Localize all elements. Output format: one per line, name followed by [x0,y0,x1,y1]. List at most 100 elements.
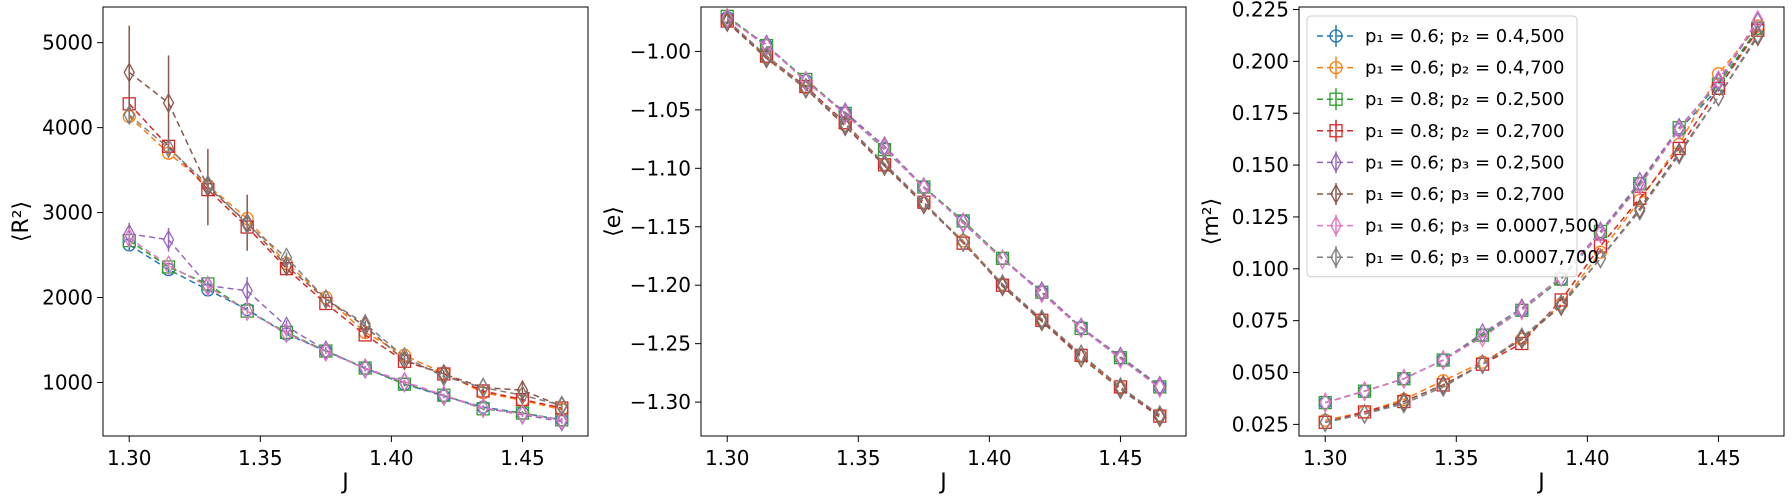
data-point [1634,200,1646,222]
data-point [438,366,450,387]
data-point [760,45,773,67]
data-point [162,137,175,159]
data-point [1398,393,1410,414]
data-point [1673,119,1685,141]
legend-label: p₁ = 0.6; p₃ = 0.0007,500 [1365,216,1599,237]
data-point [359,313,371,335]
data-point [398,371,411,392]
data-point [1752,11,1764,33]
series-4 [122,97,569,415]
data-point [437,388,451,402]
data-point [1113,351,1128,365]
data-point [1594,223,1607,244]
data-point [516,379,529,401]
y-axis-label: ⟨R²⟩ [9,201,34,242]
legend-marker [1329,124,1343,138]
data-point [477,377,489,398]
series-1 [122,238,569,427]
series-5 [721,8,1166,397]
y-tick-label: 0.225 [1232,0,1289,21]
data-point [398,350,411,371]
data-point [1476,326,1489,348]
series-line [1325,19,1759,404]
x-tick-label: 1.45 [500,446,545,470]
series-line [128,103,562,409]
data-point [123,227,135,249]
series-8 [123,104,568,416]
data-point [957,211,969,233]
data-point [1114,346,1127,367]
data-point [760,48,773,69]
data-point [241,300,253,322]
data-point [878,155,891,177]
legend-item: p₁ = 0.6; p₃ = 0.0007,500 [1317,214,1599,237]
data-point [1437,374,1449,396]
data-point [359,316,371,337]
series-line [128,237,562,421]
data-point [1398,391,1410,412]
y-tick-label: 1000 [42,370,93,394]
legend-item: p₁ = 0.8; p₂ = 0.2,500 [1317,88,1564,111]
data-point [956,236,970,250]
series-line [128,116,562,411]
data-point [800,77,812,98]
x-tick-label: 1.45 [1696,446,1741,470]
data-point [1319,411,1331,433]
data-point [202,276,214,297]
data-point [1036,308,1048,330]
data-point [839,115,851,137]
y-tick-label: 0.150 [1232,153,1289,177]
data-point [162,92,175,114]
series-line [726,15,1161,388]
data-point [1036,283,1048,304]
y-tick-label: 0.125 [1232,205,1289,229]
legend-item: p₁ = 0.6; p₃ = 0.2,700 [1317,183,1564,205]
data-point [1516,299,1528,321]
data-point [1035,285,1049,299]
x-tick-label: 1.40 [1565,446,1610,470]
y-tick-label: 2000 [42,286,93,310]
data-point [1114,378,1127,400]
data-point [957,231,969,253]
data-point [1476,322,1489,344]
data-point [1153,380,1167,394]
x-tick-label: 1.40 [369,446,414,470]
legend-label: p₁ = 0.8; p₂ = 0.2,700 [1365,121,1564,142]
data-point [839,101,851,123]
y-tick-label: 0.075 [1232,309,1289,333]
y-tick-label: 0.100 [1232,257,1289,281]
legend-marker [1330,246,1342,268]
data-point [1075,347,1087,369]
x-axis-label: J [340,470,349,495]
plot-frame [700,6,1187,437]
data-point [123,104,135,126]
data-point [280,247,293,268]
legend-box [1306,15,1578,278]
y-tick-label: 0.050 [1232,361,1289,385]
data-point [1634,198,1646,219]
data-point [240,304,254,318]
x-tick-label: 1.35 [238,446,283,470]
series-7 [123,227,568,431]
data-point [1634,175,1646,197]
series-7 [1319,9,1764,413]
data-point [556,395,568,416]
data-point [202,174,214,195]
data-point [1476,353,1489,375]
series-line [726,20,1161,416]
series-line [726,16,1161,389]
data-point [1397,372,1411,386]
series-line [128,114,562,407]
data-point [918,177,930,199]
data-point [1074,321,1088,336]
x-tick-label: 1.30 [705,446,750,470]
legend-label: p₁ = 0.6; p₃ = 0.0007,700 [1365,247,1599,268]
y-tick-label: 4000 [42,116,93,140]
data-point [1075,318,1087,339]
legend-item: p₁ = 0.6; p₂ = 0.4,500 [1317,25,1564,47]
data-point [358,361,372,375]
data-point [1398,368,1410,390]
series-8 [1319,24,1764,433]
y-axis-label: ⟨e⟩ [601,206,626,237]
